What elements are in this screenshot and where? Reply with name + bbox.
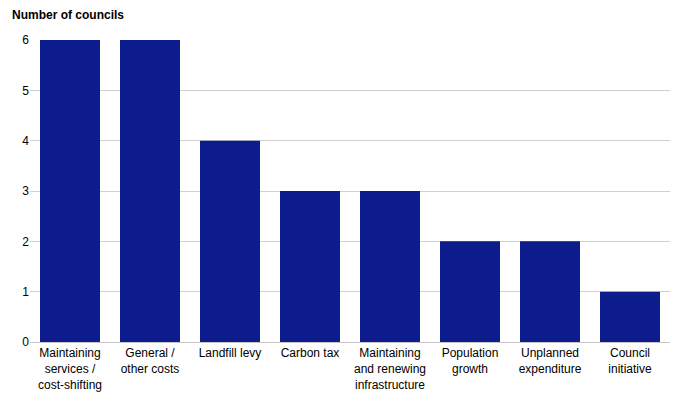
svg-text:Landfill levy: Landfill levy	[199, 346, 262, 360]
svg-text:6: 6	[22, 33, 29, 47]
svg-text:Populationgrowth: Populationgrowth	[442, 346, 499, 376]
svg-text:General /other costs: General /other costs	[121, 346, 180, 376]
svg-text:5: 5	[22, 84, 29, 98]
svg-text:1: 1	[22, 285, 29, 299]
svg-text:Maintainingand renewinginfrast: Maintainingand renewinginfrastructure	[354, 346, 426, 391]
svg-text:Maintainingservices /cost-shif: Maintainingservices /cost-shifting	[38, 346, 102, 391]
svg-text:4: 4	[22, 134, 29, 148]
svg-text:Councilinitiative: Councilinitiative	[608, 346, 652, 376]
svg-text:Carbon tax: Carbon tax	[281, 346, 340, 360]
svg-text:2: 2	[22, 235, 29, 249]
svg-text:Unplannedexpenditure: Unplannedexpenditure	[519, 346, 582, 376]
svg-text:Number of councils: Number of councils	[12, 8, 124, 22]
svg-text:0: 0	[22, 335, 29, 349]
svg-text:3: 3	[22, 184, 29, 198]
